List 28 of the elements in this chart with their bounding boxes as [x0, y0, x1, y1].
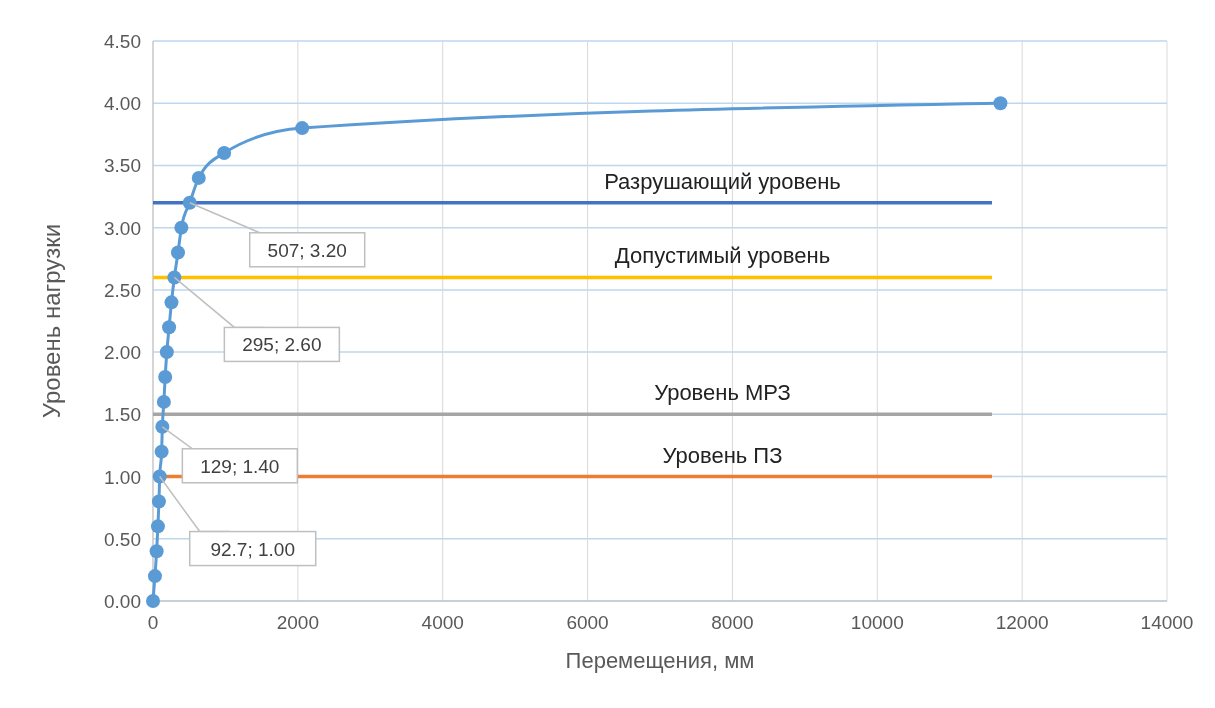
x-tick-label: 10000 [850, 612, 904, 633]
annotation: 92.7; 1.00 [210, 538, 295, 560]
x-axis-title: Перемещения, мм [565, 648, 755, 673]
y-tick-label: 2.50 [104, 279, 141, 301]
x-tick-label: 14000 [1140, 612, 1194, 633]
y-tick-label: 1.50 [104, 404, 141, 426]
x-tick-label: 4000 [421, 612, 464, 633]
y-tick-label: 0.50 [104, 528, 141, 550]
y-tick-label: 3.50 [104, 155, 141, 177]
ref-line-label: Допустимый уровень [614, 243, 831, 269]
annotation: 295; 2.60 [242, 334, 322, 356]
annotation: 507; 3.20 [267, 239, 347, 261]
annotation: 129; 1.40 [200, 455, 280, 477]
x-tick-label: 6000 [566, 612, 609, 633]
x-tick-label: 2000 [276, 612, 319, 633]
y-tick-label: 4.00 [104, 93, 141, 115]
y-tick-label: 3.00 [104, 217, 141, 239]
y-tick-label: 2.00 [104, 342, 141, 364]
y-tick-label: 4.50 [104, 31, 141, 52]
ref-line-label: Разрушающий уровень [604, 168, 841, 194]
x-tick-label: 12000 [995, 612, 1049, 633]
y-axis-title: Уровень нагрузки [38, 223, 65, 419]
ref-line-label: Уровень ПЗ [662, 442, 783, 468]
y-tick-label: 1.00 [104, 466, 141, 488]
x-tick-label: 8000 [711, 612, 754, 633]
y-tick-label: 0.00 [104, 591, 141, 612]
x-tick-label: 0 [147, 612, 159, 633]
ref-line-label: Уровень МРЗ [654, 380, 791, 406]
